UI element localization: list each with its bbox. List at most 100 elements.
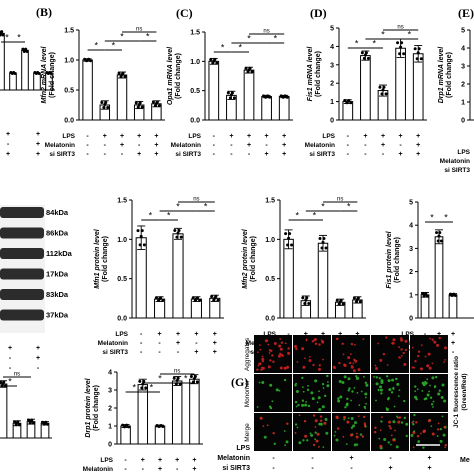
y-tick-label: 0 [461,118,465,125]
fluorescence-spot [377,389,380,392]
treatment-row-label: si SIRT3 [102,349,128,356]
treatment-sign: + [176,331,180,338]
treatment-sign: - [389,455,392,462]
treatment-sign: - [272,465,275,472]
fluorescence-spot [314,342,318,345]
fluorescence-spot [437,422,440,425]
fluorescence-spot [348,387,351,390]
fluorescence-spot [417,440,421,444]
data-point [337,302,341,306]
fluorescence-spot [357,415,360,417]
fluorescence-spot [386,364,389,366]
significance-mark: * [204,202,208,212]
data-point [1,33,5,37]
fluorescence-spot [353,387,356,389]
fluorescence-spot [301,376,304,380]
bar [33,72,41,91]
fluorescence-spot [352,424,356,428]
fluorescence-spot [411,421,414,424]
fluorescence-spot [400,421,404,424]
fluorescence-spot [420,432,422,435]
fluorescence-spot [283,378,287,382]
y-axis-label: Mfn1 protein level [94,228,101,289]
fluorescence-spot [387,397,390,401]
fluorescence-spot [319,419,323,422]
y-tick-label: 3 [330,62,334,69]
y-tick-label: 1 [461,100,465,107]
treatment-sign: + [6,131,10,138]
fluorescence-spot [405,422,409,426]
data-point [124,424,128,428]
treatment-row-label: Melatonin [98,340,128,347]
treatment-sign: - [158,349,161,356]
micrograph-tile [293,335,331,373]
fluorescence-spot [363,375,365,378]
chart-bottom-left-partial: **ns [0,372,52,439]
treatment-sign: + [399,133,403,140]
data-point [250,70,254,74]
bar [208,60,220,121]
fluorescence-spot [258,362,262,366]
treatment-sign: - [142,466,145,473]
treatment-sign: + [282,151,286,158]
y-tick-label: 4 [461,46,465,53]
fluorescence-spot [286,365,290,369]
data-point [453,293,457,297]
chart-Mfn1-protein: 0.0 0.5 1.0 1.5 Mfn1 protein level (Fold chan… [94,197,224,356]
data-point [363,53,367,57]
treatment-row-label: LPS [188,133,201,140]
fluorescence-spot [302,390,305,393]
significance-mark: * [146,32,150,42]
fluorescence-spot [342,435,345,438]
fluorescence-spot [363,425,366,428]
fluorescence-spot [275,388,279,392]
fluorescence-spot [413,366,416,369]
fluorescence-spot [426,364,430,368]
image-row-label: Aggregates [244,337,251,371]
fluorescence-spot [285,440,289,444]
fluorescence-spot [271,400,274,403]
fluorescence-spot [279,347,283,351]
data-point [192,377,196,381]
fluorescence-spot [261,366,265,370]
treatment-sign: + [213,340,217,347]
fluorescence-spot [301,399,305,402]
data-point [338,300,342,304]
significance-mark: * [347,202,351,212]
data-point [435,231,439,235]
fluorescence-spot [358,404,361,407]
fluorescence-spot [256,368,259,371]
fluorescence-spot [349,433,353,437]
treatment-sign: + [36,345,40,352]
fluorescence-spot [269,383,273,387]
fluorescence-spot [426,378,429,381]
data-point [123,75,127,79]
fluorescence-spot [381,416,383,419]
y-axis-label-unit: (Fold change) [446,52,453,98]
panel-letter: (B) [36,5,52,19]
data-point [158,297,162,301]
fluorescence-spot [312,363,315,367]
y-tick-label: 0.5 [64,88,74,95]
significance-mark: * [274,34,278,44]
fluorescence-spot [295,405,298,408]
significance-mark: * [221,43,225,53]
data-point [31,421,35,425]
fluorescence-spot [294,384,297,387]
fluorescence-spot [383,437,387,441]
significance-mark: * [444,213,448,223]
fluorescence-spot [436,435,439,437]
y-tick-label: 0.5 [117,276,127,283]
y-tick-label: 1.0 [265,237,275,244]
fluorescence-spot [323,394,327,398]
treatment-sign: + [6,151,10,158]
fluorescence-spot [364,396,367,399]
significance-mark: * [321,202,325,212]
treatment-sign: - [248,151,251,158]
treatment-sign: + [416,142,420,149]
fluorescence-spot [397,416,400,419]
treatment-sign: + [427,445,431,452]
y-axis-label-unit: (Fold change) [93,385,100,431]
fluorescence-spot [354,343,356,346]
treatment-sign: + [158,457,162,464]
